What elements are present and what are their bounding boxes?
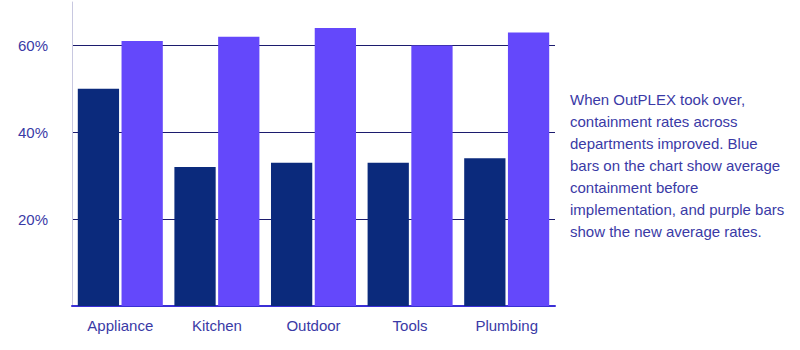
svg-text:60%: 60% <box>18 37 48 54</box>
svg-text:departments improved. Blue: departments improved. Blue <box>570 135 762 152</box>
svg-text:implementation, and purple bar: implementation, and purple bars <box>570 201 788 218</box>
svg-text:bars on the chart show average: bars on the chart show average <box>570 157 784 174</box>
svg-text:When OutPLEX took over,: When OutPLEX took over, <box>570 91 749 108</box>
svg-text:show the new average rates.: show the new average rates. <box>570 223 762 240</box>
svg-text:Tools: Tools <box>393 317 428 334</box>
svg-text:Kitchen: Kitchen <box>192 317 242 334</box>
svg-text:20%: 20% <box>18 211 48 228</box>
svg-text:40%: 40% <box>18 124 48 141</box>
svg-text:Plumbing: Plumbing <box>475 317 538 334</box>
svg-text:containment before: containment before <box>570 179 703 196</box>
svg-text:Appliance: Appliance <box>87 317 153 334</box>
svg-text:Outdoor: Outdoor <box>286 317 340 334</box>
svg-text:containment rates across: containment rates across <box>570 113 742 130</box>
